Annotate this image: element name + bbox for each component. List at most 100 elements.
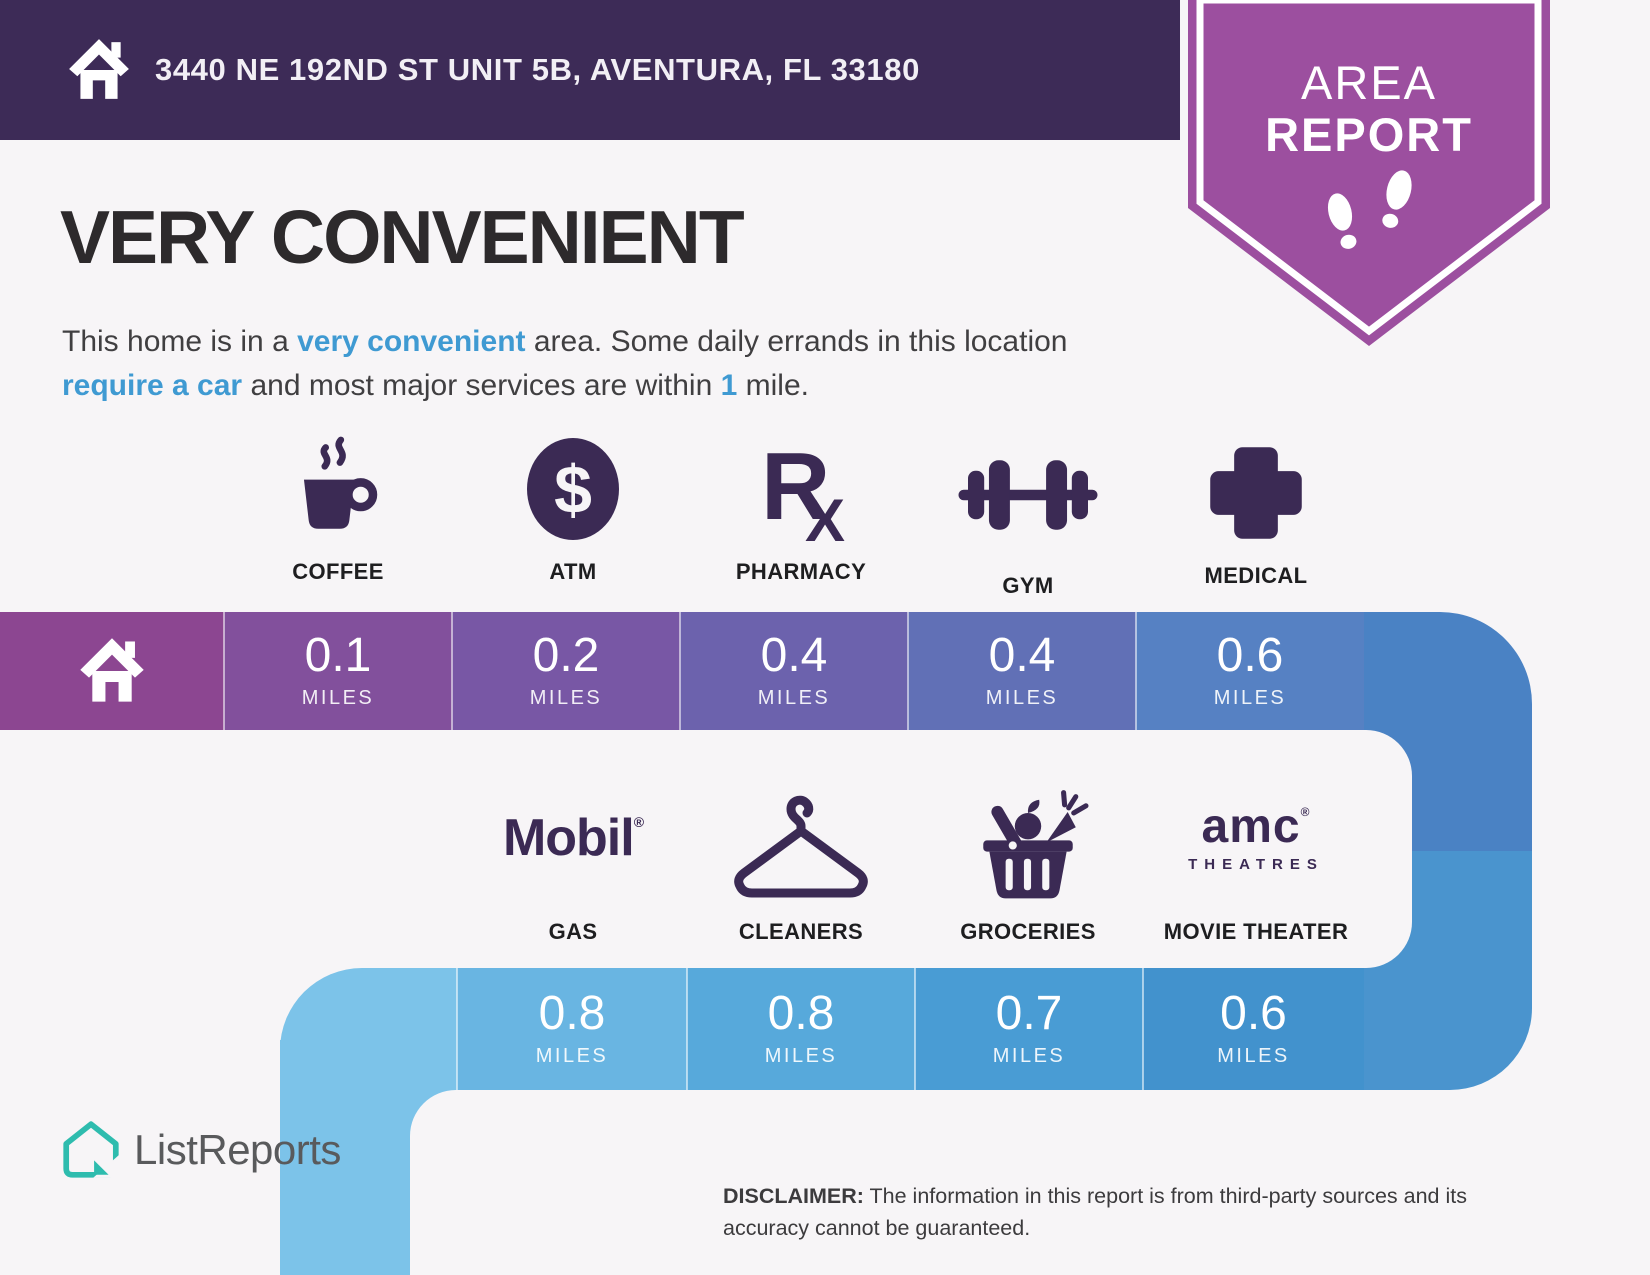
band-separator (451, 612, 453, 730)
amc-theatres-text: THEATRES (1188, 856, 1324, 873)
band-separator (223, 612, 225, 730)
amenity-label: CLEANERS (738, 919, 864, 944)
listreports-logo: ListReports (60, 1118, 341, 1182)
mobil-wordmark: Mobil (502, 808, 635, 867)
svg-text:X: X (805, 487, 845, 545)
distance-unit: MILES (757, 687, 831, 709)
amenity-gym: GYM (914, 423, 1142, 599)
intro-text: mile. (737, 368, 809, 402)
amenity-groceries: GROCERIES (914, 770, 1142, 945)
band1-home-segment (0, 612, 224, 730)
home-icon (69, 39, 129, 99)
footprints-icon (1327, 170, 1412, 249)
amc-logo: amc® THEATRES (1188, 800, 1324, 873)
distance-value: 0.4 (988, 629, 1056, 682)
badge-line2: REPORT (1265, 108, 1473, 161)
distance-unit: MILES (985, 687, 1059, 709)
distance-value: 0.6 (1220, 987, 1287, 1040)
amenity-medical: MEDICAL (1142, 423, 1370, 589)
amenity-label: MOVIE THEATER (1163, 919, 1349, 944)
amenity-label: GAS (548, 919, 598, 944)
intro-highlight-mile: 1 (720, 368, 738, 402)
atm-icon: $ (527, 438, 619, 540)
hanger-icon (734, 795, 868, 898)
distance-unit: MILES (529, 687, 603, 709)
amenity-gas: Mobil® GAS (459, 770, 687, 945)
page-title: VERY CONVENIENT (60, 195, 745, 279)
amenity-label: PHARMACY (735, 559, 867, 584)
amenity-coffee: COFFEE (224, 423, 452, 585)
mobil-logo: Mobil® (502, 808, 644, 867)
property-address: 3440 NE 192ND ST UNIT 5B, AVENTURA, FL 3… (155, 52, 920, 87)
band2-segment-cleaners: 0.8 MILES (687, 968, 915, 1090)
band1-segment-coffee: 0.1 MILES (224, 612, 452, 730)
disclaimer-body: The information in this report is from t… (723, 1184, 1467, 1241)
amenity-label: GROCERIES (960, 919, 1096, 944)
band-separator (914, 968, 916, 1090)
distance-unit: MILES (764, 1045, 838, 1067)
listreports-wordmark: ListReports (134, 1126, 341, 1173)
badge-shape (1188, 0, 1550, 346)
snake-inset-below (410, 1090, 1650, 1275)
band1-segment-atm: 0.2 MILES (452, 612, 680, 730)
distance-value: 0.2 (532, 629, 600, 682)
distance-value: 0.1 (304, 629, 372, 682)
grocery-basket-icon (983, 790, 1089, 899)
distance-unit: MILES (1213, 687, 1287, 709)
distance-value: 0.6 (1216, 629, 1284, 682)
band2-segment-gas: 0.8 MILES (457, 968, 687, 1090)
disclaimer-label: DISCLAIMER: (723, 1184, 864, 1208)
band2-segment-movie-theater: 0.6 MILES (1143, 968, 1364, 1090)
medical-cross-icon (1210, 447, 1302, 539)
intro-text: area. Some daily errands in this locatio… (525, 325, 1068, 358)
distance-unit: MILES (535, 1045, 609, 1067)
snake-left-strip (280, 1040, 410, 1275)
amc-wordmark: amc (1201, 800, 1301, 853)
band1-segment-pharmacy: 0.4 MILES (680, 612, 908, 730)
distance-value: 0.8 (767, 987, 835, 1040)
home-icon (80, 638, 144, 702)
dumbbell-icon (958, 460, 1098, 530)
header-bar: 3440 NE 192ND ST UNIT 5B, AVENTURA, FL 3… (0, 0, 1180, 140)
band-separator (907, 612, 909, 730)
distance-value: 0.8 (538, 987, 606, 1040)
band-separator (679, 612, 681, 730)
band-separator (456, 968, 458, 1090)
distance-value: 0.4 (760, 629, 828, 682)
intro-text: and most major services are within (242, 368, 721, 402)
registered-mark: ® (1300, 805, 1311, 819)
amenity-label: MEDICAL (1204, 563, 1308, 588)
intro-text: This home is in a (62, 325, 298, 358)
intro-highlight-car: require a car (62, 368, 243, 402)
distance-unit: MILES (992, 1045, 1066, 1067)
amenity-atm: $ ATM (459, 423, 687, 585)
band2-segment-groceries: 0.7 MILES (915, 968, 1143, 1090)
registered-mark: ® (633, 813, 644, 830)
coffee-icon (303, 436, 378, 529)
snake-inset-right (0, 730, 1412, 968)
distance-band-2: 0.8 MILES 0.8 MILES 0.7 MILES 0.6 MILES (0, 968, 1364, 1090)
distance-value: 0.7 (995, 987, 1063, 1040)
band-separator (686, 968, 688, 1090)
badge-line1: AREA (1301, 56, 1437, 109)
band-separator (1135, 612, 1137, 730)
amenity-cleaners: CLEANERS (687, 770, 915, 945)
amenity-label: ATM (549, 559, 597, 584)
area-report-badge: AREA REPORT (1188, 0, 1550, 346)
amenity-label: COFFEE (292, 559, 384, 584)
amenity-pharmacy: R X PHARMACY (687, 423, 915, 585)
intro-paragraph: This home is in a very convenient area. … (62, 320, 1107, 407)
intro-highlight-convenient: very convenient (297, 325, 526, 358)
band1-segment-gym: 0.4 MILES (908, 612, 1136, 730)
distance-unit: MILES (1217, 1045, 1290, 1067)
amenity-movie-theater: amc® THEATRES MOVIE THEATER (1142, 770, 1370, 945)
band1-segment-medical: 0.6 MILES (1136, 612, 1364, 730)
disclaimer-text: DISCLAIMER: The information in this repo… (723, 1180, 1528, 1245)
rx-icon: R X (761, 433, 845, 545)
svg-text:R: R (761, 433, 830, 540)
svg-text:$: $ (554, 452, 592, 528)
distance-band-1: 0.1 MILES 0.2 MILES 0.4 MILES 0.4 MILES … (0, 612, 1364, 730)
band-separator (1142, 968, 1144, 1090)
listreports-house-icon (63, 1121, 120, 1178)
